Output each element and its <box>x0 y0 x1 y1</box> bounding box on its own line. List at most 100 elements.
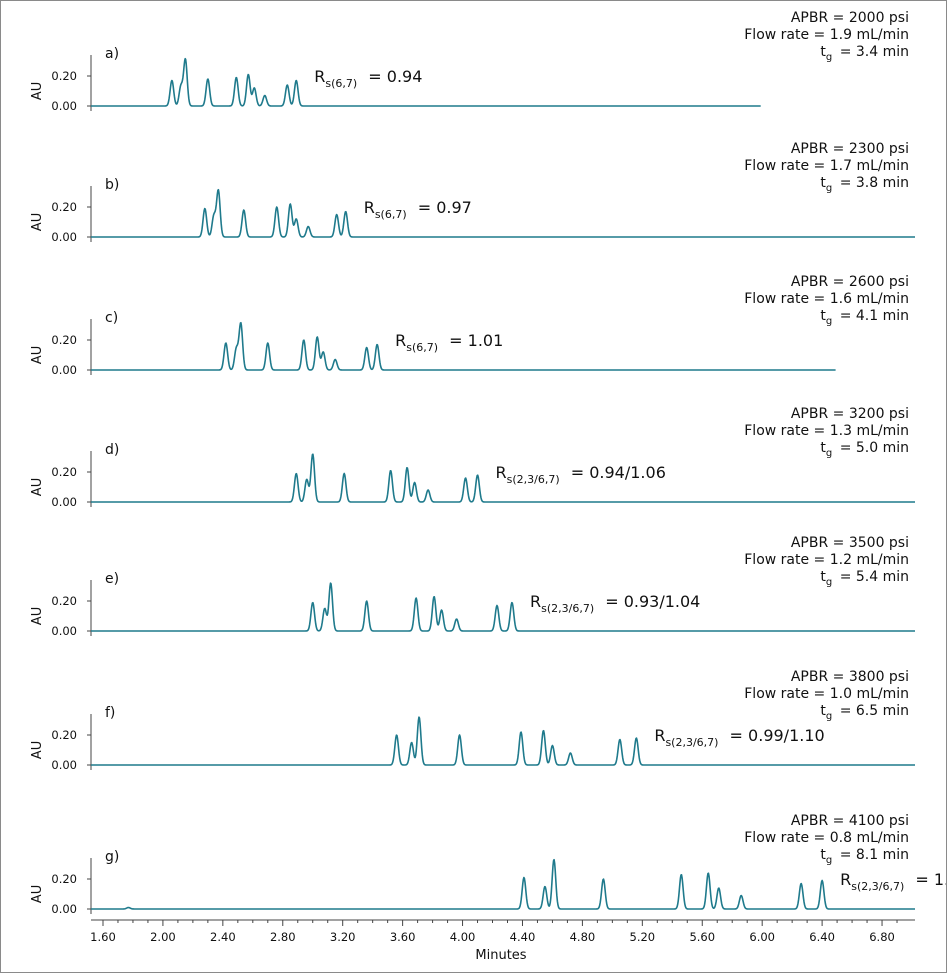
resolution-annotation: Rs(2,3/6,7) = 0.99/1.10 <box>654 726 824 749</box>
tg-symbol: t <box>820 308 826 324</box>
rs-subscript: s(2,3/6,7) <box>541 602 594 615</box>
y-tick-label: 0.00 <box>51 624 77 638</box>
tg-value: = 5.0 min <box>835 440 909 456</box>
x-tick-label: 2.80 <box>270 930 296 944</box>
y-tick-label: 0.20 <box>51 728 77 742</box>
condition-gradient-time: tg = 5.0 min <box>820 440 909 459</box>
rs-subscript: s(6,7) <box>325 77 357 90</box>
panel-d: 0.00 0.20 AU d) Rs(2,3/6,7) = 0.94/1.06 APBR … <box>30 406 916 509</box>
resolution-annotation: Rs(2,3/6,7) = 0.93/1.04 <box>530 592 700 615</box>
x-tick-label: 6.80 <box>869 930 895 944</box>
y-tick-label: 0.00 <box>51 495 77 509</box>
y-tick-label: 0.20 <box>51 333 77 347</box>
condition-flow-rate: Flow rate = 1.6 mL/min <box>744 291 909 307</box>
resolution-annotation: Rs(2,3/6,7) = 0.94/1.06 <box>496 463 666 486</box>
chromatogram-trace <box>90 188 916 238</box>
panel-g: 0.00 0.20 AU g) Rs(2,3/6,7) = 1.04/1.13 APBR … <box>30 813 946 963</box>
panel-letter: e) <box>105 571 119 587</box>
tg-subscript: g <box>826 183 832 194</box>
tg-subscript: g <box>826 855 832 866</box>
resolution-annotation: Rs(6,7) = 0.94 <box>314 67 422 90</box>
panel-c: 0.00 0.20 AU c) Rs(6,7) = 1.01 APBR = 2600 ps… <box>30 274 909 377</box>
y-axis-title: AU <box>30 607 45 625</box>
condition-flow-rate: Flow rate = 1.0 mL/min <box>744 686 909 702</box>
condition-pressure: APBR = 2600 psi <box>791 274 909 290</box>
condition-pressure: APBR = 4100 psi <box>791 813 909 829</box>
panel-letter: b) <box>105 177 119 193</box>
rs-value: = 0.94 <box>363 67 422 86</box>
condition-gradient-time: tg = 3.4 min <box>820 44 909 63</box>
x-tick-label: 2.40 <box>210 930 236 944</box>
panel-letter: d) <box>105 442 119 458</box>
tg-value: = 8.1 min <box>835 847 909 863</box>
tg-subscript: g <box>826 577 832 588</box>
tg-value: = 4.1 min <box>835 308 909 324</box>
tg-symbol: t <box>820 847 826 863</box>
panel-e: 0.00 0.20 AU e) Rs(2,3/6,7) = 0.93/1.04 APBR … <box>30 535 916 638</box>
condition-pressure: APBR = 3500 psi <box>791 535 909 551</box>
rs-symbol: R <box>654 726 665 745</box>
chromatogram-trace <box>90 57 762 107</box>
panel-letter: f) <box>105 705 115 721</box>
y-axis-title: AU <box>30 885 45 903</box>
x-tick-label: 3.60 <box>390 930 416 944</box>
rs-subscript: s(2,3/6,7) <box>665 736 718 749</box>
tg-value: = 3.8 min <box>835 175 909 191</box>
rs-symbol: R <box>364 198 375 217</box>
y-tick-label: 0.20 <box>51 200 77 214</box>
condition-flow-rate: Flow rate = 1.3 mL/min <box>744 423 909 439</box>
condition-pressure: APBR = 3200 psi <box>791 406 909 422</box>
tg-symbol: t <box>820 440 826 456</box>
y-axis-title: AU <box>30 741 45 759</box>
resolution-annotation: Rs(2,3/6,7) = 1.04/1.13 <box>840 870 946 893</box>
condition-gradient-time: tg = 6.5 min <box>820 703 909 722</box>
chromatogram-trace <box>90 321 836 371</box>
chromatogram-trace <box>90 453 916 503</box>
y-tick-label: 0.20 <box>51 465 77 479</box>
x-tick-label: 4.40 <box>510 930 536 944</box>
y-axis-title: AU <box>30 478 45 496</box>
rs-subscript: s(2,3/6,7) <box>507 473 560 486</box>
rs-symbol: R <box>530 592 541 611</box>
x-tick-label: 4.80 <box>570 930 596 944</box>
panel-f: 0.00 0.20 AU f) Rs(2,3/6,7) = 0.99/1.10 APBR … <box>30 669 916 772</box>
rs-value: = 0.97 <box>413 198 472 217</box>
tg-value: = 6.5 min <box>835 703 909 719</box>
condition-pressure: APBR = 2000 psi <box>791 10 909 26</box>
condition-pressure: APBR = 3800 psi <box>791 669 909 685</box>
condition-gradient-time: tg = 5.4 min <box>820 569 909 588</box>
resolution-annotation: Rs(6,7) = 1.01 <box>395 331 503 354</box>
y-tick-label: 0.00 <box>51 230 77 244</box>
y-axis-title: AU <box>30 213 45 231</box>
rs-value: = 1.01 <box>444 331 503 350</box>
x-tick-label: 5.60 <box>689 930 715 944</box>
condition-flow-rate: Flow rate = 1.7 mL/min <box>744 158 909 174</box>
panel-b: 0.00 0.20 AU b) Rs(6,7) = 0.97 APBR = 2300 ps… <box>30 141 916 244</box>
rs-subscript: s(6,7) <box>406 341 438 354</box>
x-tick-label: 6.00 <box>749 930 775 944</box>
condition-flow-rate: Flow rate = 0.8 mL/min <box>744 830 909 846</box>
x-tick-label: 5.20 <box>630 930 656 944</box>
rs-symbol: R <box>840 870 851 889</box>
chromatogram-trace <box>90 716 916 766</box>
condition-gradient-time: tg = 4.1 min <box>820 308 909 327</box>
panel-letter: c) <box>105 310 118 326</box>
condition-flow-rate: Flow rate = 1.2 mL/min <box>744 552 909 568</box>
rs-value: = 0.99/1.10 <box>724 726 824 745</box>
y-tick-label: 0.20 <box>51 872 77 886</box>
panel-letter: a) <box>105 46 119 62</box>
y-tick-label: 0.20 <box>51 69 77 83</box>
x-tick-label: 6.40 <box>809 930 835 944</box>
tg-subscript: g <box>826 711 832 722</box>
condition-gradient-time: tg = 3.8 min <box>820 175 909 194</box>
rs-symbol: R <box>496 463 507 482</box>
rs-value: = 1.04/1.13 <box>910 870 946 889</box>
tg-symbol: t <box>820 569 826 585</box>
y-tick-label: 0.00 <box>51 902 77 916</box>
y-tick-label: 0.20 <box>51 594 77 608</box>
chromatogram-trace <box>90 858 916 910</box>
rs-subscript: s(2,3/6,7) <box>851 880 904 893</box>
condition-pressure: APBR = 2300 psi <box>791 141 909 157</box>
y-axis-title: AU <box>30 346 45 364</box>
